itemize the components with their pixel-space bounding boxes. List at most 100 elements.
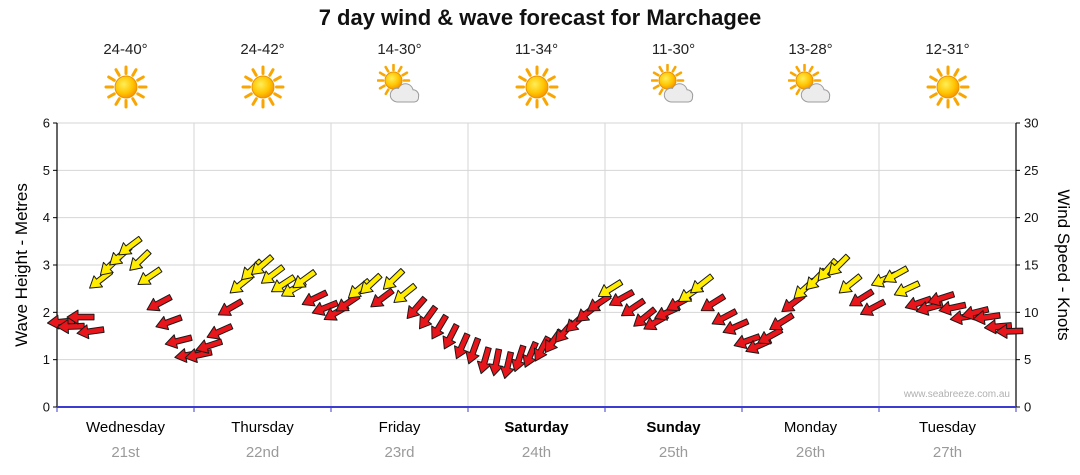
sunny-icon xyxy=(241,65,284,109)
right-tick-label: 20 xyxy=(1024,210,1038,225)
day-name: Monday xyxy=(783,419,838,436)
partly-cloudy-icon xyxy=(376,63,419,103)
wind-arrow xyxy=(511,344,527,373)
temp-range: 24-40° xyxy=(103,41,148,58)
wind-arrow xyxy=(488,348,504,377)
right-tick-label: 25 xyxy=(1024,163,1038,178)
day-date: 24th xyxy=(521,444,552,461)
right-axis-title: Wind Speed - Knots xyxy=(1054,189,1073,341)
wind-arrow xyxy=(217,298,244,316)
wind-arrow xyxy=(195,338,224,354)
left-tick-label: 4 xyxy=(43,210,50,225)
day-date: 25th xyxy=(658,444,689,461)
wind-arrow xyxy=(66,309,95,325)
wind-arrow xyxy=(893,280,921,298)
wind-arrow xyxy=(690,273,715,294)
sun-rays xyxy=(515,65,558,109)
temp-range: 11-30° xyxy=(651,41,696,58)
weather-icon-box xyxy=(194,64,331,112)
wind-arrow xyxy=(938,300,967,316)
wind-arrow xyxy=(620,297,646,317)
wind-arrow xyxy=(292,269,317,289)
right-tick-label: 15 xyxy=(1024,258,1038,273)
day-name: Saturday xyxy=(504,419,569,436)
wind-arrow xyxy=(76,324,105,340)
left-tick-label: 1 xyxy=(43,352,50,367)
left-axis-title: Wave Height - Metres xyxy=(12,183,31,347)
wind-arrows xyxy=(46,235,1024,380)
sun-rays xyxy=(241,65,284,109)
right-tick-label: 0 xyxy=(1024,400,1031,415)
wind-arrow xyxy=(251,254,275,276)
wind-arrow xyxy=(146,294,173,312)
day-date: 23rd xyxy=(384,444,415,461)
sun-disc xyxy=(525,75,548,99)
wind-arrow xyxy=(465,336,482,365)
wind-arrow xyxy=(711,308,738,326)
wind-arrow xyxy=(904,295,933,312)
wind-arrow xyxy=(961,305,990,321)
weather-icon-box xyxy=(468,64,605,112)
wind-arrow xyxy=(700,293,727,312)
left-tick-label: 0 xyxy=(43,400,50,415)
wind-arrow xyxy=(418,304,439,330)
right-tick-label: 10 xyxy=(1024,305,1038,320)
wind-arrow xyxy=(859,298,887,316)
wind-arrow xyxy=(499,351,515,380)
wind-arrow xyxy=(597,279,624,297)
wind-arrow xyxy=(995,323,1024,339)
wind-arrow xyxy=(608,289,635,307)
wind-arrow xyxy=(431,313,449,340)
sun-disc xyxy=(114,75,137,99)
temp-range: 24-42° xyxy=(240,41,285,58)
axes: 0 1 2 3 4 5 6 0 5 10 15 20 25 30 xyxy=(43,116,1039,415)
day-date: 26th xyxy=(795,444,826,461)
wind-arrow xyxy=(722,318,750,335)
wind-arrow xyxy=(270,274,297,293)
day-name: Thursday xyxy=(231,419,294,436)
wind-arrow xyxy=(849,288,875,307)
wind-arrow xyxy=(56,319,85,335)
right-tick-label: 30 xyxy=(1024,116,1038,131)
wind-arrow xyxy=(828,253,851,276)
sunny-icon xyxy=(515,65,558,109)
sun-rays xyxy=(926,65,969,109)
temp-range: 11-34° xyxy=(514,41,559,58)
weather-icon-box xyxy=(742,63,879,112)
wind-arrow xyxy=(382,268,406,290)
wind-arrow xyxy=(927,291,956,307)
wind-arrow xyxy=(359,272,383,295)
wind-arrow xyxy=(442,323,460,350)
left-tick-label: 6 xyxy=(43,116,50,131)
day-date: 21st xyxy=(111,444,140,461)
wind-arrow xyxy=(118,235,143,256)
wind-arrow xyxy=(882,265,909,283)
right-tick-label: 5 xyxy=(1024,352,1031,367)
sun-disc xyxy=(251,75,274,99)
temp-range: 13-28° xyxy=(788,41,833,58)
wind-arrow xyxy=(129,249,152,271)
left-tick-label: 2 xyxy=(43,305,50,320)
wind-arrow xyxy=(633,306,657,327)
wind-arrow xyxy=(406,295,428,320)
wind-arrow xyxy=(733,333,761,349)
partly-cloudy-icon xyxy=(787,63,830,103)
day-name: Sunday xyxy=(646,419,701,436)
wind-arrow xyxy=(164,334,193,349)
day-name: Friday xyxy=(378,419,421,436)
wind-arrow xyxy=(983,319,1013,335)
gridlines xyxy=(57,122,1016,407)
wind-arrow xyxy=(972,310,1001,326)
wind-arrow xyxy=(370,287,395,308)
wind-arrow xyxy=(155,314,183,331)
day-date: 27th xyxy=(932,444,963,461)
day-name: Wednesday xyxy=(86,419,165,436)
wind-arrow xyxy=(260,264,286,284)
chart-title: 7 day wind & wave forecast for Marchagee xyxy=(318,5,762,30)
day-name: Tuesday xyxy=(919,419,976,436)
wind-arrow xyxy=(301,289,329,307)
partly-cloudy-icon xyxy=(650,63,693,103)
sunny-icon xyxy=(926,65,969,109)
wind-arrow xyxy=(137,266,163,286)
